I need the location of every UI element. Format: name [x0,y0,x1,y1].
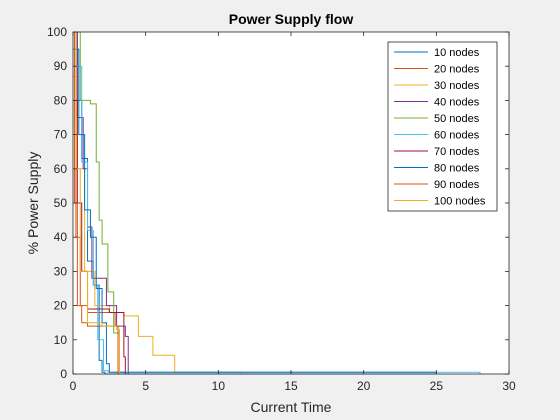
y-tick-label: 30 [54,264,68,278]
legend-label: 10 nodes [434,47,480,59]
y-tick-label: 80 [54,93,68,107]
series-line-80-nodes [73,48,437,374]
y-tick-label: 20 [54,299,68,313]
y-axis-ticks: 0 10 20 30 40 50 60 70 80 90 100 [47,25,509,381]
x-axis-label: Current Time [251,399,332,415]
x-tick-label: 0 [70,379,77,393]
legend-box [387,41,498,212]
legend: 10 nodes 20 nodes 30 nodes 40 nodes 50 nodes… [387,41,498,212]
series-line-50-nodes [73,31,121,374]
y-tick-label: 60 [54,162,68,176]
series-layer [73,31,481,375]
y-tick-label: 0 [60,367,67,381]
x-tick-label: 30 [502,379,516,393]
legend-entries: 10 nodes 20 nodes 30 nodes 40 nodes 50 nodes… [394,47,486,208]
legend-label: 30 nodes [434,80,480,92]
legend-label: 40 nodes [434,97,480,109]
legend-label: 60 nodes [434,130,480,142]
series-line-70-nodes [73,99,126,374]
x-tick-label: 5 [142,379,149,393]
legend-label: 20 nodes [434,64,480,76]
y-tick-label: 90 [54,59,68,73]
legend-label: 50 nodes [434,113,480,125]
x-axis-ticks: 0 5 10 15 20 25 30 [70,32,516,393]
chart-title: Power Supply flow [229,11,354,27]
y-tick-label: 70 [54,128,68,142]
x-tick-label: 20 [357,379,371,393]
y-tick-label: 100 [47,25,67,39]
legend-label: 80 nodes [434,163,480,175]
y-tick-label: 10 [54,333,68,347]
series-line-60-nodes [73,31,481,374]
x-tick-label: 25 [430,379,444,393]
y-tick-label: 50 [54,196,68,210]
legend-label: 70 nodes [434,146,480,158]
legend-label: 100 nodes [434,196,486,208]
legend-label: 90 nodes [434,179,480,191]
y-axis-label: % Power Supply [25,152,41,255]
x-tick-label: 15 [284,379,298,393]
y-tick-label: 40 [54,230,68,244]
x-tick-label: 10 [212,379,226,393]
